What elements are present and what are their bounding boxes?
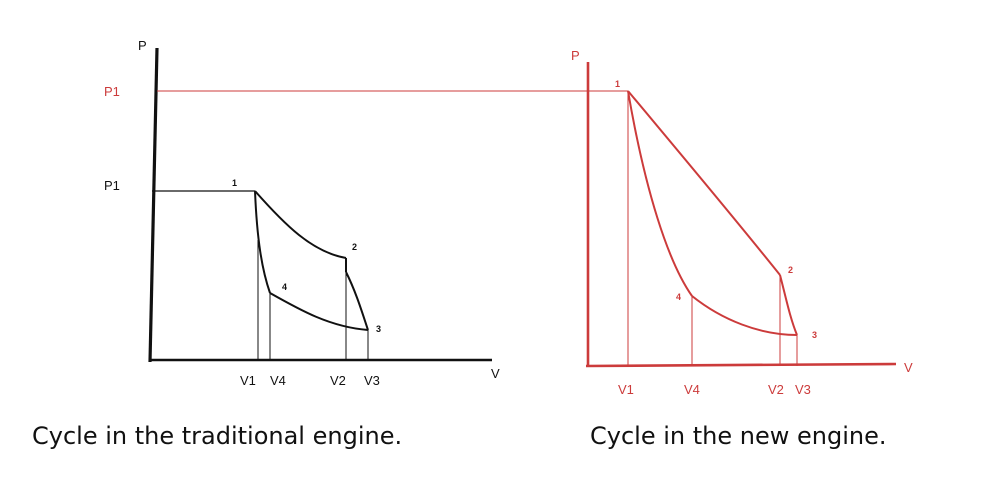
left-p1-high-label: P1 (104, 84, 120, 99)
right-point-4-label: 4 (676, 292, 681, 302)
left-p1-low-label: P1 (104, 178, 120, 193)
right-v2-label: V2 (768, 382, 784, 397)
left-v1-label: V1 (240, 373, 256, 388)
traditional-cycle-diagram: P V P1 P1 1 2 3 4 V1 V4 V2 V3 (104, 38, 628, 388)
left-v3-label: V3 (364, 373, 380, 388)
left-point-4-label: 4 (282, 282, 287, 292)
left-point-1-label: 1 (232, 178, 237, 188)
new-cycle-diagram: P V 1 2 3 4 V1 V4 V2 V3 (571, 48, 913, 397)
left-compression-curve (269, 292, 369, 331)
left-v4-label: V4 (270, 373, 286, 388)
right-point-1-label: 1 (615, 79, 620, 89)
right-v-axis (585, 362, 897, 368)
right-expansion-curve (627, 90, 781, 276)
left-p-axis (148, 47, 159, 363)
left-axis-v-label: V (491, 366, 500, 381)
right-compression-curve (691, 295, 798, 336)
right-point-3-label: 3 (812, 330, 817, 340)
left-point-2-label: 2 (352, 242, 357, 252)
left-v2-label: V2 (330, 373, 346, 388)
right-v3-label: V3 (795, 382, 811, 397)
left-expansion-curve (254, 190, 347, 259)
right-v1-label: V1 (618, 382, 634, 397)
right-point-2-label: 2 (788, 265, 793, 275)
left-curve-4-1 (254, 190, 271, 294)
right-curve-4-1 (627, 90, 693, 297)
right-curve-2-3 (779, 274, 798, 336)
new-engine-caption: Cycle in the new engine. (590, 422, 887, 450)
traditional-engine-caption: Cycle in the traditional engine. (32, 422, 403, 450)
right-axis-p-label: P (571, 48, 580, 63)
left-curve-2-3 (345, 271, 369, 331)
right-v4-label: V4 (684, 382, 700, 397)
left-axis-p-label: P (138, 38, 147, 53)
left-point-3-label: 3 (376, 324, 381, 334)
right-axis-v-label: V (904, 360, 913, 375)
